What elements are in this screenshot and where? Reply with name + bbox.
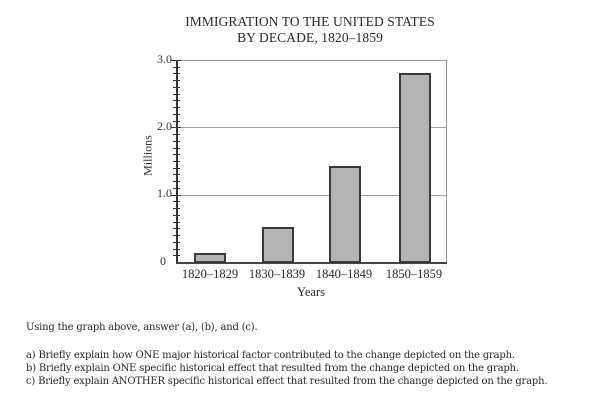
plot-area: [176, 60, 447, 263]
y-tick-label-1: 1.0: [157, 186, 172, 200]
x-tick-label-1850-1859: 1850–1859: [385, 267, 443, 281]
bar-1830-1839: [262, 227, 294, 263]
x-axis-title: Years: [297, 285, 325, 299]
y-tick-label-2: 2.0: [157, 119, 172, 133]
x-tick-label-1830-1839: 1830–1839: [248, 267, 306, 281]
bar-1840-1849: [329, 166, 361, 263]
x-axis: [176, 262, 447, 264]
chart-title: IMMIGRATION TO THE UNITED STATES BY DECA…: [150, 14, 470, 46]
question-c: c) Briefly explain ANOTHER specific hist…: [26, 376, 548, 387]
y-tick-label-3: 3.0: [157, 52, 172, 66]
x-tick-label-1820-1829: 1820–1829: [181, 267, 239, 281]
chart-title-line-1: IMMIGRATION TO THE UNITED STATES: [185, 14, 435, 29]
gridline: [176, 195, 446, 196]
y-axis-title: Millions: [140, 135, 155, 176]
question-a: a) Briefly explain how ONE major histori…: [26, 350, 515, 361]
bar-1820-1829: [194, 253, 226, 263]
y-axis: [176, 60, 178, 263]
bar-1850-1859: [399, 73, 431, 263]
question-intro: Using the graph above, answer (a), (b), …: [26, 322, 258, 333]
gridline: [176, 127, 446, 128]
y-tick-label-0: 0: [160, 254, 166, 268]
question-b: b) Briefly explain ONE specific historic…: [26, 363, 519, 374]
chart-title-line-2: BY DECADE, 1820–1859: [237, 30, 383, 45]
x-tick-label-1840-1849: 1840–1849: [315, 267, 373, 281]
